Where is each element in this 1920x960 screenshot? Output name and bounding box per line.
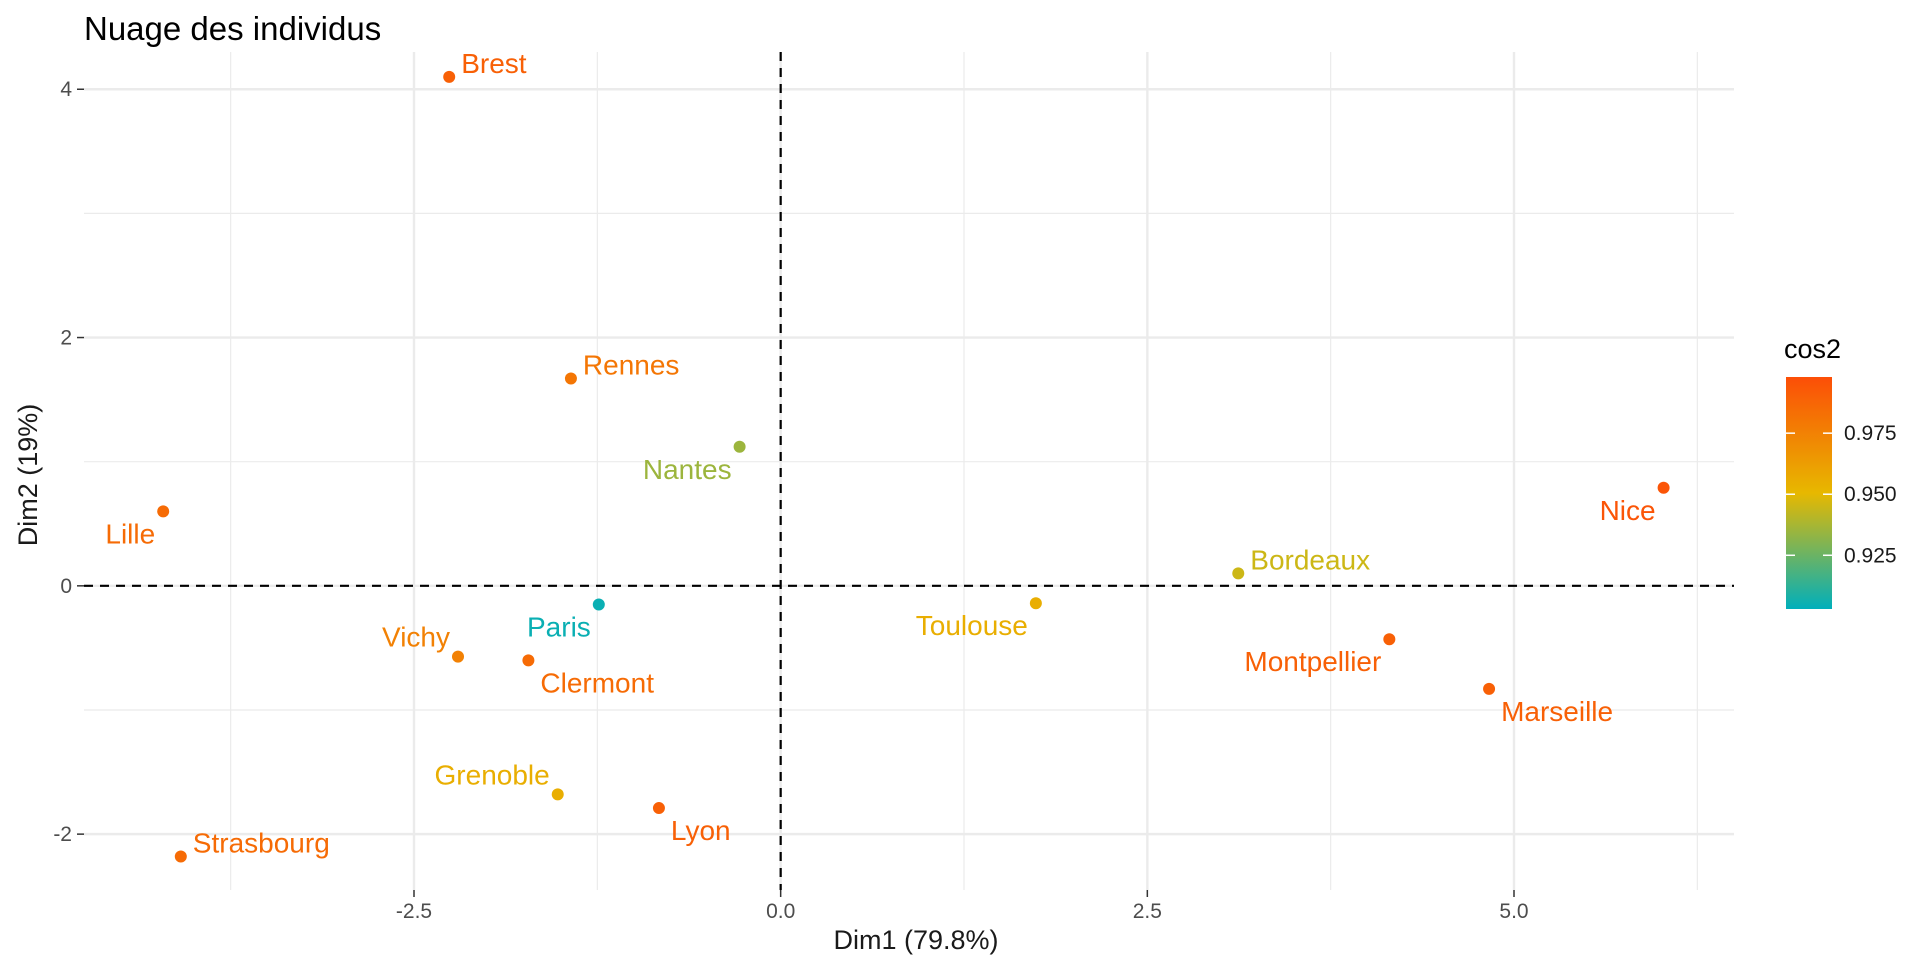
data-points (157, 71, 1669, 863)
legend-tick-label: 0.925 (1844, 544, 1897, 567)
point-label-bordeaux: Bordeaux (1250, 544, 1370, 575)
point-bordeaux (1232, 567, 1244, 579)
point-clermont (522, 654, 534, 666)
point-lille (157, 505, 169, 517)
point-toulouse (1030, 597, 1042, 609)
point-label-montpellier: Montpellier (1244, 646, 1381, 677)
point-label-brest: Brest (461, 48, 527, 79)
point-labels: Brest Rennes Nantes Lille Paris Vichy Clermont… (105, 48, 1655, 859)
y-axis-title: Dim2 (19%) (13, 404, 43, 547)
x-tick-label: 5.0 (1499, 900, 1528, 923)
point-label-marseille: Marseille (1501, 696, 1613, 727)
point-rennes (565, 373, 577, 385)
point-label-paris: Paris (527, 611, 591, 642)
y-tick-label: 4 (60, 78, 72, 101)
legend-colorbar: cos2 0.925 0.950 0.975 (1784, 334, 1897, 609)
point-label-grenoble: Grenoble (435, 759, 550, 790)
axes: -2.5 0.0 2.5 5.0 -2 0 2 4 (53, 78, 1528, 923)
point-label-lyon: Lyon (671, 815, 731, 846)
point-label-rennes: Rennes (583, 350, 680, 381)
plot-title: Nuage des individus (84, 10, 381, 47)
legend-gradient-bar (1786, 377, 1832, 609)
point-label-vichy: Vichy (382, 622, 450, 653)
point-vichy (452, 651, 464, 663)
point-label-clermont: Clermont (540, 667, 654, 698)
point-grenoble (552, 788, 564, 800)
point-label-nice: Nice (1600, 495, 1656, 526)
legend-title: cos2 (1784, 334, 1841, 364)
x-axis-title: Dim1 (79.8%) (833, 925, 998, 955)
point-nantes (734, 441, 746, 453)
point-montpellier (1383, 633, 1395, 645)
point-label-nantes: Nantes (643, 454, 732, 485)
point-strasbourg (175, 850, 187, 862)
point-nice (1658, 482, 1670, 494)
grid-lines (84, 52, 1734, 890)
point-brest (443, 71, 455, 83)
legend-tick-label: 0.975 (1844, 422, 1897, 445)
point-label-strasbourg: Strasbourg (193, 827, 330, 858)
x-tick-label: 2.5 (1133, 900, 1162, 923)
point-paris (593, 598, 605, 610)
y-tick-label: 0 (60, 575, 72, 598)
x-tick-label: 0.0 (766, 900, 795, 923)
point-label-toulouse: Toulouse (916, 610, 1028, 641)
reference-lines (84, 52, 1734, 890)
point-lyon (653, 802, 665, 814)
point-marseille (1483, 683, 1495, 695)
y-tick-label: -2 (53, 823, 72, 846)
legend-tick-label: 0.950 (1844, 483, 1897, 506)
y-tick-label: 2 (60, 327, 72, 350)
point-label-lille: Lille (105, 518, 155, 549)
x-tick-label: -2.5 (396, 900, 432, 923)
